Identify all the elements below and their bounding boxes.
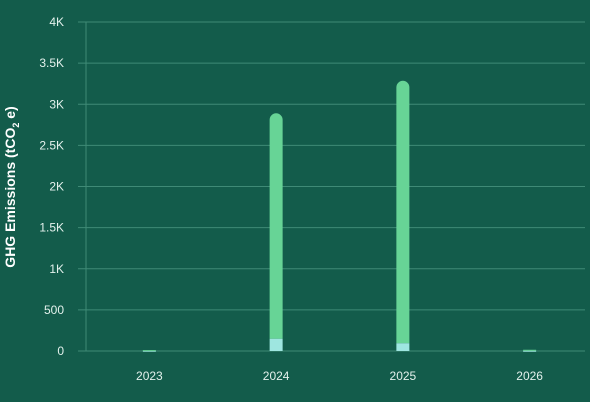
- y-tick-label: 2K: [49, 180, 64, 194]
- y-axis-ticks: 0 500 1K 1.5K 2K 2.5K 3K 3.5K 4K: [39, 15, 64, 358]
- x-tick-label: 2025: [390, 369, 417, 383]
- y-tick-label: 1.5K: [39, 221, 64, 235]
- y-tick-label: 0: [57, 344, 64, 358]
- bar-segment[interactable]: [396, 80, 410, 344]
- x-axis-ticks: 2023 2024 2025 2026: [136, 369, 543, 383]
- x-tick-label: 2023: [136, 369, 163, 383]
- y-axis-label: GHG Emissions (tCO2 e): [2, 106, 21, 267]
- bar-segment[interactable]: [523, 350, 537, 352]
- y-tick-label: 4K: [49, 15, 64, 29]
- y-axis-label-end: e): [2, 106, 18, 122]
- y-tick-label: 3.5K: [39, 56, 64, 70]
- y-tick-label: 1K: [49, 262, 64, 276]
- bar-segment[interactable]: [523, 349, 537, 351]
- bar-segment[interactable]: [396, 343, 410, 351]
- bar-segment[interactable]: [269, 113, 283, 339]
- y-axis-label-main: GHG Emissions (tCO: [2, 128, 18, 268]
- y-tick-label: 3K: [49, 97, 64, 111]
- x-tick-label: 2024: [263, 369, 290, 383]
- grid-lines: [78, 21, 585, 352]
- y-tick-label: 2.5K: [39, 138, 64, 152]
- x-tick-label: 2026: [516, 369, 543, 383]
- bar-segment[interactable]: [142, 350, 156, 352]
- bar-segment[interactable]: [269, 338, 283, 351]
- y-axis-label-subscript: 2: [11, 123, 21, 128]
- bars: [142, 80, 537, 352]
- y-tick-label: 500: [44, 303, 64, 317]
- bar-segment[interactable]: [142, 350, 156, 352]
